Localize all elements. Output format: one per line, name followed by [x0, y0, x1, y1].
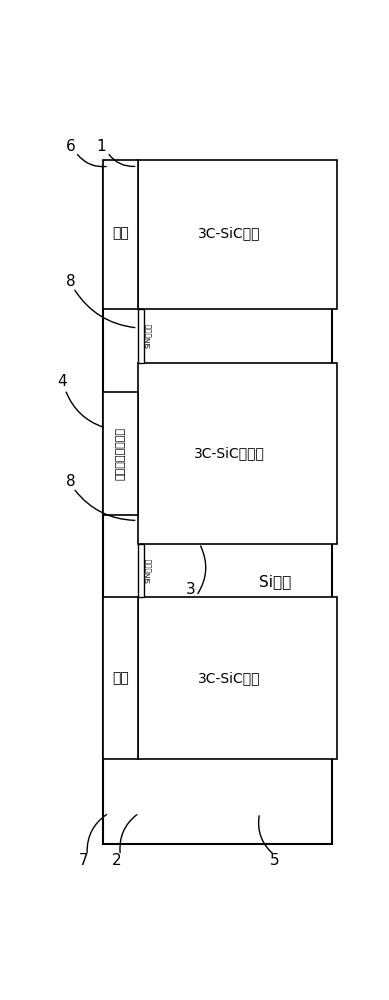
Text: 7: 7	[79, 853, 88, 868]
Text: Si表底: Si表底	[259, 574, 291, 589]
Text: 源极: 源极	[112, 671, 129, 685]
Bar	[103, 160, 138, 309]
Bar	[103, 166, 332, 844]
Text: 8: 8	[67, 274, 76, 289]
Text: SiN隔离层: SiN隔离层	[144, 323, 151, 348]
Text: 8: 8	[67, 474, 76, 489]
Text: 4: 4	[58, 374, 67, 389]
Bar	[138, 363, 337, 544]
Bar	[138, 544, 144, 597]
Text: 3C-SiC源区: 3C-SiC源区	[198, 671, 261, 685]
Text: 2: 2	[112, 853, 121, 868]
Text: 3C-SiC漏区: 3C-SiC漏区	[198, 226, 261, 240]
Text: 股特基接触栅电极: 股特基接触栅电极	[116, 427, 125, 480]
Text: 5: 5	[270, 853, 280, 868]
Text: 3: 3	[186, 582, 195, 597]
Text: 3C-SiC沟道区: 3C-SiC沟道区	[194, 446, 265, 460]
Bar	[138, 309, 144, 363]
Bar	[103, 597, 138, 759]
Text: 漏极: 漏极	[112, 226, 129, 240]
Text: 6: 6	[67, 139, 76, 154]
Bar	[138, 160, 337, 309]
Bar	[103, 392, 138, 515]
Bar	[138, 597, 337, 759]
Text: SiN隔离层: SiN隔离层	[144, 558, 151, 583]
Text: 1: 1	[96, 139, 106, 154]
